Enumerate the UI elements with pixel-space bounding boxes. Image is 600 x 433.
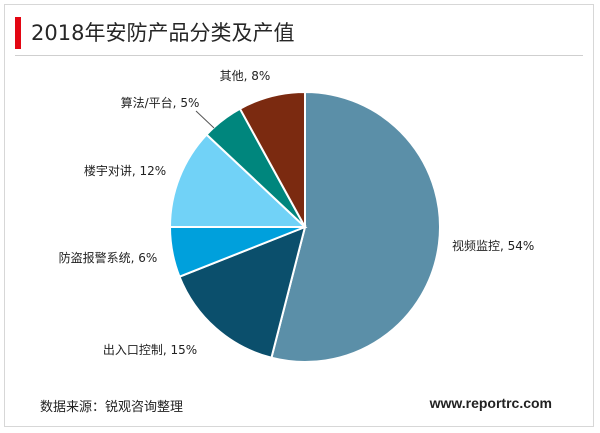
title-divider [15, 55, 583, 56]
pie-slice-6 [238, 90, 306, 228]
pie-slices [168, 90, 441, 363]
title-accent-bar [15, 17, 21, 49]
data-source-note: 数据来源：锐观咨询整理 [40, 400, 184, 415]
slice-label-5: 算法/平台, 5% [121, 95, 200, 110]
pie-labels: 视频监控, 54% 出入口控制, 15% 防盗报警系统, 6% 楼宇对讲, 12% 算法… [59, 69, 535, 357]
website-url: www.reportrc.com [429, 395, 552, 411]
pie-slice-1 [270, 90, 441, 363]
slice-label-4: 楼宇对讲, 12% [84, 163, 166, 178]
slice-label-6: 其他, 8% [220, 69, 271, 83]
slice-label-2: 出入口控制, 15% [103, 343, 197, 357]
leader-line-5 [195, 110, 215, 129]
pie-slice-2 [178, 225, 307, 359]
slice-label-3: 防盗报警系统, 6% [59, 250, 158, 265]
chart-title: 2018年安防产品分类及产值 [31, 21, 295, 45]
pie-slice-4 [168, 133, 308, 228]
slice-label-1: 视频监控, 54% [452, 238, 534, 253]
label-leader-lines [195, 110, 215, 129]
